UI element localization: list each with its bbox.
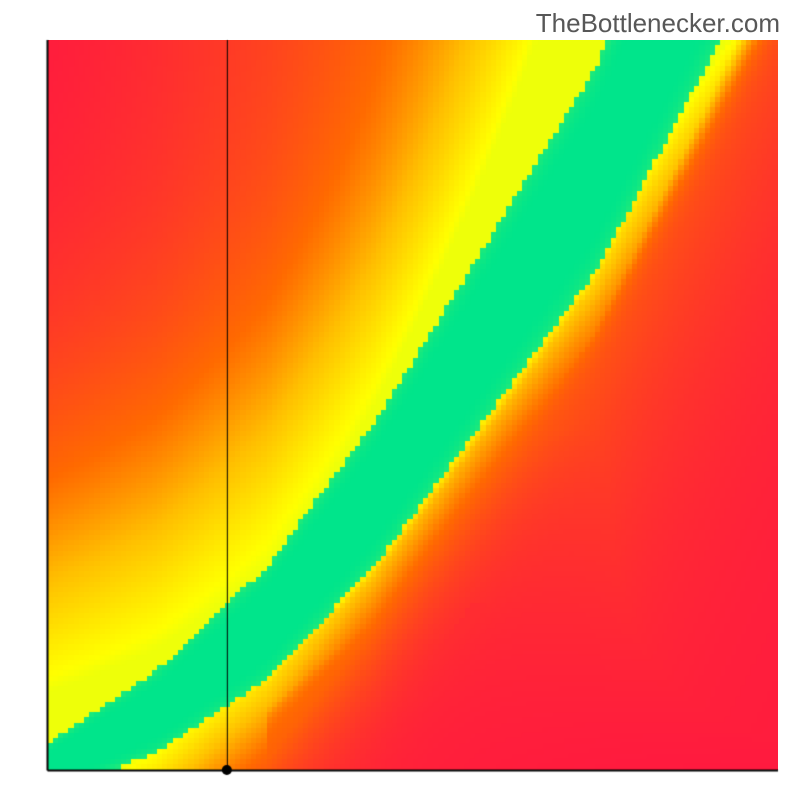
chart-container: TheBottlenecker.com	[0, 0, 800, 800]
bottleneck-heatmap	[48, 40, 778, 770]
watermark-label: TheBottlenecker.com	[536, 8, 780, 39]
